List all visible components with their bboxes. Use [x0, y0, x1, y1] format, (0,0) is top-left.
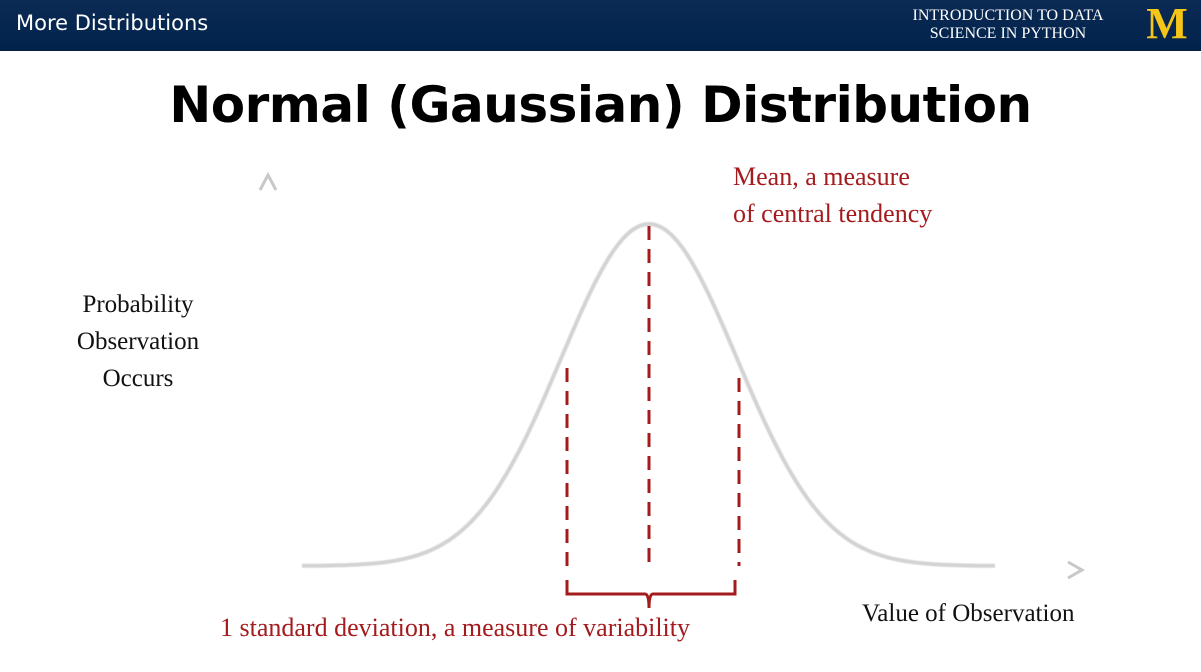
- course-name-line-2: SCIENCE IN PYTHON: [929, 25, 1087, 42]
- y-axis-label-line-3: Occurs: [102, 365, 174, 392]
- standard-deviation-annotation: 1 standard deviation, a measure of varia…: [220, 613, 691, 642]
- y-axis-label-line-2: Observation: [76, 328, 200, 355]
- mean-annotation: Mean, a measure of central tendency: [733, 158, 932, 232]
- y-axis-label: Probability Observation Occurs: [48, 286, 228, 397]
- standard-deviation-bracket: [565, 580, 737, 609]
- logo-letter: M: [1146, 5, 1188, 43]
- slide-title: Normal (Gaussian) Distribution: [169, 76, 1032, 134]
- lecture-title: More Distributions: [16, 11, 209, 35]
- course-name: INTRODUCTION TO DATA SCIENCE IN PYTHON: [893, 7, 1123, 43]
- top-banner: More Distributions INTRODUCTION TO DATA …: [0, 0, 1201, 51]
- y-axis-arrowhead: [258, 171, 278, 191]
- mean-annotation-line-1: Mean, a measure: [733, 162, 910, 191]
- x-axis-label: Value of Observation: [862, 600, 1075, 627]
- bell-curve: [301, 221, 995, 568]
- university-logo: M: [1146, 5, 1188, 43]
- mean-annotation-line-2: of central tendency: [733, 199, 933, 228]
- x-axis-arrowhead: [1067, 560, 1086, 580]
- course-name-line-1: INTRODUCTION TO DATA: [912, 7, 1104, 24]
- y-axis-label-line-1: Probability: [82, 291, 194, 318]
